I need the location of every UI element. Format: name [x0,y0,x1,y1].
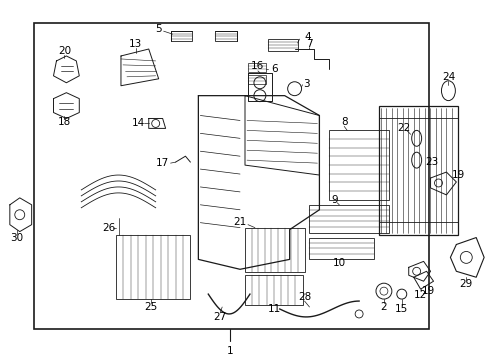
Text: 19: 19 [422,286,435,296]
Text: 1: 1 [227,346,233,356]
Bar [379,105,458,235]
Text: 4: 4 [304,32,311,42]
Text: 24: 24 [442,72,455,82]
Bar [171,31,193,41]
Text: 3: 3 [303,79,310,89]
Text: 12: 12 [414,290,427,300]
Text: 7: 7 [306,39,313,49]
Text: 22: 22 [397,123,411,134]
Text: 20: 20 [58,46,71,56]
Text: 10: 10 [333,258,346,268]
Text: 8: 8 [341,117,347,127]
Text: 14: 14 [132,118,146,129]
Bar [248,63,266,72]
Text: 26: 26 [102,222,116,233]
Text: 30: 30 [10,233,24,243]
Text: 25: 25 [144,302,157,312]
Text: 13: 13 [129,39,143,49]
Bar [268,39,297,51]
Text: 6: 6 [271,64,278,74]
Text: 29: 29 [460,279,473,289]
Text: 16: 16 [251,61,265,71]
Bar [310,205,389,233]
Text: 19: 19 [452,170,465,180]
Text: 23: 23 [425,157,438,167]
Text: 17: 17 [156,158,169,168]
Text: 9: 9 [331,195,338,205]
Text: 18: 18 [58,117,71,127]
Bar [116,235,191,299]
Bar [245,275,302,305]
Bar [329,130,389,200]
Bar [310,238,374,260]
Text: 27: 27 [214,312,227,322]
Bar [245,228,305,272]
Bar [215,31,237,41]
Text: 21: 21 [233,217,246,227]
Text: 2: 2 [381,302,387,312]
Text: 28: 28 [298,292,311,302]
Bar [34,23,429,329]
Text: 5: 5 [155,24,162,34]
Bar [248,75,266,84]
Text: 11: 11 [268,304,281,314]
Text: 15: 15 [395,304,408,314]
